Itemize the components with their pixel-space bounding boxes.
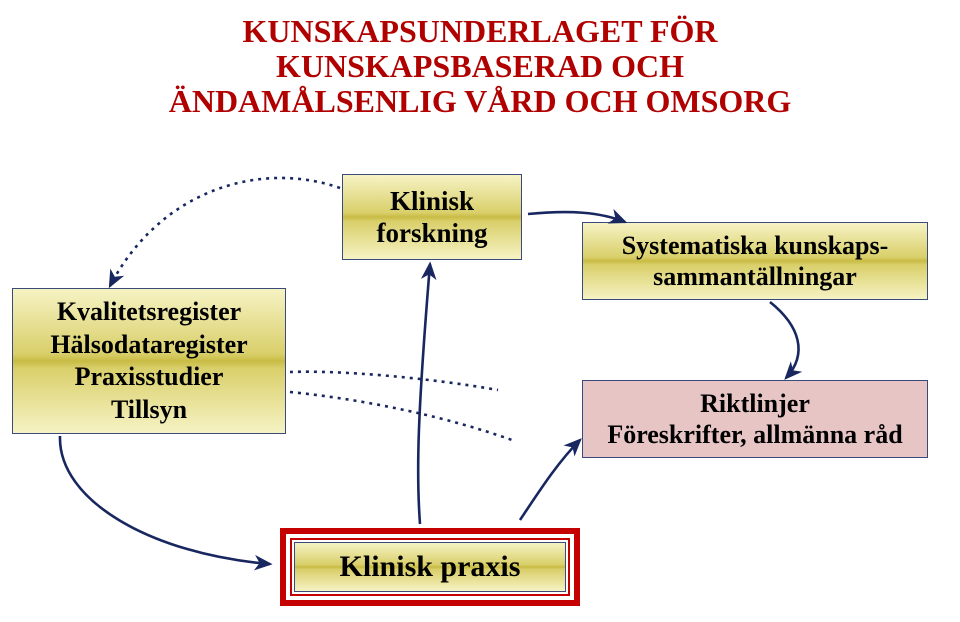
- box-systematiska: Systematiska kunskaps- sammantällningar: [582, 222, 928, 300]
- arrow-left-to-praxis: [60, 436, 270, 564]
- diagram-stage: { "title": { "line1": "KUNSKAPSUNDERLAGE…: [0, 0, 960, 622]
- box-topcenter-line1: Klinisk: [390, 185, 474, 217]
- box-left-line3: Praxisstudier: [75, 361, 224, 394]
- box-righttop-line1: Systematiska kunskaps-: [622, 230, 889, 261]
- box-kvalitetsregister: Kvalitetsregister Hälsodataregister Prax…: [12, 288, 286, 434]
- box-left-line2: Hälsodataregister: [50, 329, 247, 362]
- box-rightbottom-line1: Riktlinjer: [700, 388, 810, 419]
- box-bottom-line1: Klinisk praxis: [340, 550, 521, 584]
- box-klinisk-praxis: Klinisk praxis: [294, 542, 566, 592]
- arrow-forskning-to-systematiska: [528, 212, 625, 222]
- arrow-praxis-to-forskning: [418, 264, 430, 524]
- box-rightbottom-line2: Föreskrifter, allmänna råd: [607, 419, 902, 450]
- title-line-2-red: KUNSKAPSBASERAD OCH: [276, 48, 684, 84]
- page-title: KUNSKAPSUNDERLAGET FÖR KUNSKAPSBASERAD O…: [0, 14, 960, 120]
- arrow-systematiska-to-riktlinjer: [770, 302, 799, 378]
- title-line-3: ÄNDAMÅLSENLIG VÅRD OCH OMSORG: [0, 84, 960, 119]
- arrow-praxis-to-riktlinjer: [520, 440, 580, 520]
- title-line-2: KUNSKAPSBASERAD OCH: [0, 49, 960, 84]
- box-klinisk-forskning: Klinisk forskning: [342, 174, 522, 260]
- title-line-3-red: ÄNDAMÅLSENLIG VÅRD OCH OMSORG: [169, 83, 792, 119]
- arrow-left-to-right-2: [290, 392, 512, 440]
- box-left-line1: Kvalitetsregister: [57, 296, 241, 329]
- arrow-forskning-to-left: [110, 178, 340, 286]
- box-riktlinjer: Riktlinjer Föreskrifter, allmänna råd: [582, 380, 928, 458]
- box-left-line4: Tillsyn: [111, 394, 187, 427]
- title-line-1: KUNSKAPSUNDERLAGET FÖR: [0, 14, 960, 49]
- box-topcenter-line2: forskning: [376, 217, 487, 249]
- arrow-left-to-right-1: [290, 372, 498, 390]
- box-righttop-line2: sammantällningar: [653, 261, 857, 292]
